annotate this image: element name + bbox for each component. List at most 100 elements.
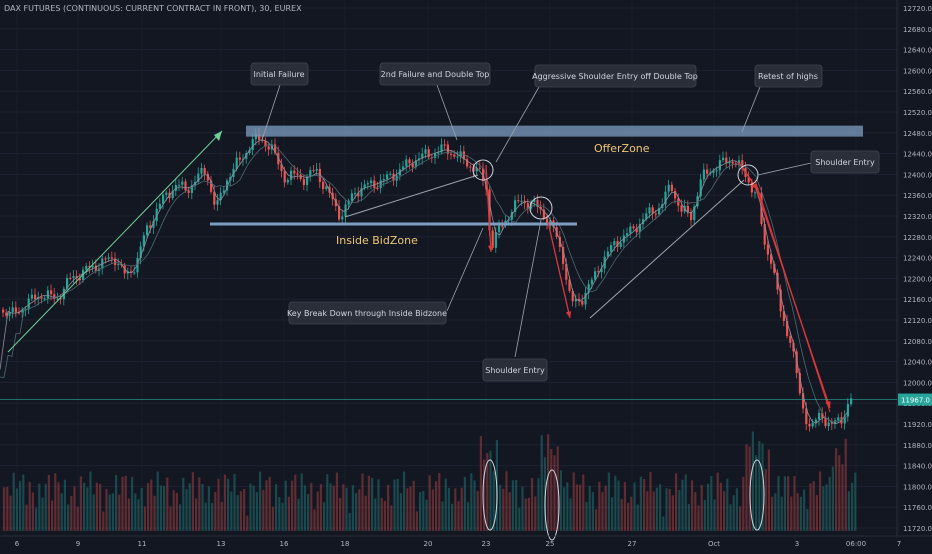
candle-body — [459, 151, 462, 157]
last-price-label: 11967.0 — [901, 397, 930, 405]
volume-bar — [233, 474, 236, 531]
volume-bar — [659, 484, 662, 531]
volume-bar — [323, 502, 326, 531]
volume-bar — [214, 491, 217, 531]
volume-bar — [841, 464, 844, 531]
volume-bar — [303, 485, 306, 531]
candle-body — [286, 179, 289, 183]
volume-bar — [675, 473, 678, 531]
volume-ellipse — [544, 469, 560, 541]
volume-bar — [175, 492, 178, 531]
candle-body — [843, 416, 846, 424]
volume-bar — [623, 482, 626, 531]
volume-bar — [591, 492, 594, 531]
volume-bar — [111, 493, 114, 531]
volume-bar — [236, 495, 239, 531]
x-tick-label: 27 — [628, 540, 637, 548]
candle-body — [5, 312, 8, 316]
candle-body — [338, 206, 341, 220]
callout-box — [379, 62, 491, 86]
callout-label: Initial Failure — [254, 70, 305, 79]
volume-bar — [252, 485, 255, 531]
candle-body — [517, 200, 520, 202]
volume-bar — [422, 490, 425, 531]
x-tick-label: 6 — [15, 540, 20, 548]
candle-body — [594, 271, 597, 280]
volume-bar — [108, 494, 111, 531]
volume-bar — [387, 485, 390, 531]
candle-body — [142, 235, 145, 247]
volume-bar — [415, 511, 418, 531]
candle-body — [674, 190, 677, 199]
volume-bar — [713, 499, 716, 531]
volume-bar — [249, 483, 252, 531]
candle-body — [635, 228, 638, 233]
candle-body — [184, 181, 187, 191]
candle-body — [542, 209, 545, 219]
volume-bar — [703, 500, 706, 531]
y-tick-label: 11800.0 — [903, 483, 932, 491]
candle-body — [363, 184, 366, 189]
volume-bar — [649, 471, 652, 531]
candle-body — [629, 226, 632, 234]
volume-bar — [313, 509, 316, 531]
volume-bar — [627, 502, 630, 531]
candle-body — [264, 140, 267, 147]
candle-body — [322, 181, 325, 190]
volume-bar — [588, 486, 591, 531]
volume-bar — [428, 475, 431, 531]
candle-body — [110, 257, 113, 259]
volume-bar — [198, 477, 201, 531]
volume-bar — [617, 480, 620, 531]
volume-bar — [294, 474, 297, 531]
candle-body — [440, 144, 443, 153]
candle-body — [811, 422, 814, 427]
candle-body — [181, 181, 184, 185]
candle-body — [299, 174, 302, 180]
y-tick-label: 12280.0 — [903, 234, 932, 242]
candle-body — [779, 289, 782, 312]
x-tick-label: 13 — [217, 540, 226, 548]
volume-bar — [758, 441, 761, 531]
volume-ellipse — [482, 459, 498, 531]
callout-label: Key Break Down through Inside Bidzone — [287, 309, 447, 318]
volume-bar — [431, 489, 434, 531]
volume-bar — [559, 470, 562, 531]
callout-connector — [495, 86, 540, 163]
candle-body — [94, 265, 97, 271]
candle-body — [450, 153, 453, 155]
candle-body — [427, 149, 430, 158]
candle-body — [600, 268, 603, 273]
volume-bar — [524, 498, 527, 531]
volume-bar — [726, 478, 729, 531]
candle-body — [619, 242, 622, 247]
candle-body — [248, 150, 251, 153]
volume-bar — [751, 431, 754, 531]
candle-body — [501, 225, 504, 227]
volume-bar — [735, 488, 738, 531]
volume-bar — [796, 493, 799, 531]
volume-bar — [825, 484, 828, 531]
candle-body — [475, 167, 478, 172]
volume-bar — [300, 473, 303, 531]
candle-body — [219, 192, 222, 201]
volume-bar — [211, 502, 214, 531]
candle-body — [200, 168, 203, 174]
volume-bar — [156, 471, 159, 531]
volume-bar — [15, 488, 18, 531]
candle-body — [821, 412, 824, 418]
volume-bar — [239, 491, 242, 531]
volume-bar — [691, 480, 694, 531]
candle-body — [670, 184, 673, 191]
candle-body — [21, 310, 24, 313]
candle-body — [571, 290, 574, 302]
volume-bar — [99, 483, 102, 531]
candle-body — [562, 247, 565, 264]
volume-bar — [31, 492, 34, 531]
volume-bar — [60, 493, 63, 531]
x-tick-label: 7 — [897, 540, 901, 548]
candle-body — [565, 263, 568, 280]
candle-body — [453, 154, 456, 157]
volume-bar — [172, 490, 175, 531]
